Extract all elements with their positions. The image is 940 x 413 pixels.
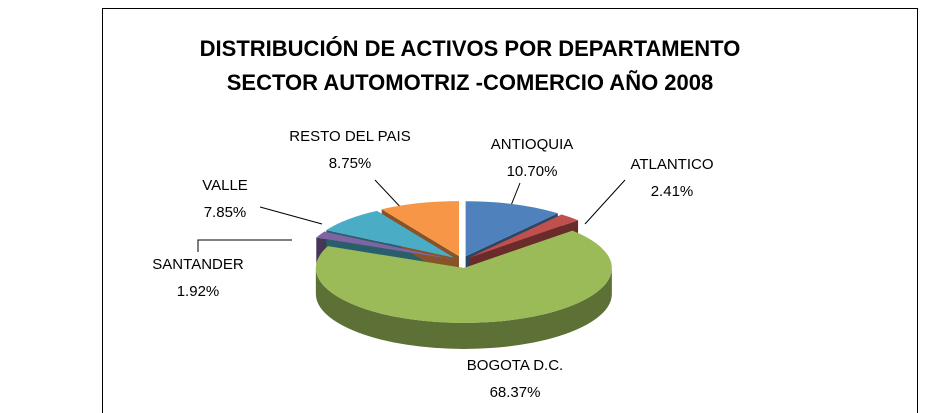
slice xyxy=(316,231,453,260)
slice xyxy=(326,210,455,258)
slice-value-label: 8.75% xyxy=(329,155,372,172)
slice xyxy=(381,201,460,257)
slice-value-label: 68.37% xyxy=(490,384,541,401)
slice-label: BOGOTA D.C. xyxy=(467,357,563,374)
pie xyxy=(315,201,612,349)
slice xyxy=(469,214,579,258)
slice-value-label: 1.92% xyxy=(177,283,220,300)
slice-value-label: 10.70% xyxy=(507,163,558,180)
leader-line xyxy=(584,179,626,225)
labels: ANTIOQUIA 10.70% ATLANTICO 2.41% BOGOTA D.C.… xyxy=(152,128,713,401)
slice-wall xyxy=(315,267,612,349)
slice-label: ATLANTICO xyxy=(630,156,713,173)
slice-label: VALLE xyxy=(202,177,248,194)
slice xyxy=(315,230,612,323)
slice xyxy=(465,201,558,257)
chart-title: DISTRIBUCIÓN DE ACTIVOS POR DEPARTAMENTO xyxy=(200,36,741,61)
leader-line xyxy=(259,206,323,225)
slice-value-label: 7.85% xyxy=(204,204,247,221)
slice-value-label: 2.41% xyxy=(651,183,694,200)
slice-label: RESTO DEL PAIS xyxy=(289,128,410,145)
slice-label: ANTIOQUIA xyxy=(491,136,574,153)
leader-line xyxy=(197,239,292,252)
slice-label: SANTANDER xyxy=(152,256,244,273)
chart-title: SECTOR AUTOMOTRIZ -COMERCIO AÑO 2008 xyxy=(227,70,714,95)
